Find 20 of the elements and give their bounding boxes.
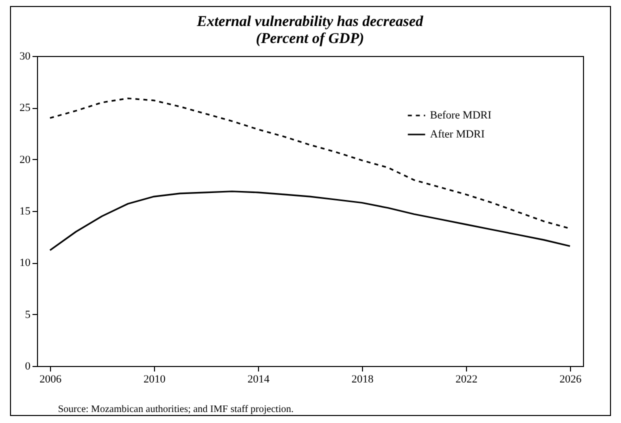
- x-tick-label: 2026: [560, 374, 582, 386]
- y-tick-label: 15: [20, 206, 31, 218]
- y-tick-label: 0: [25, 360, 31, 372]
- y-tick-label: 25: [20, 102, 31, 114]
- x-tick-label: 2014: [248, 374, 270, 386]
- x-tick-label: 2006: [40, 374, 62, 386]
- y-tick-label: 20: [20, 154, 31, 166]
- y-tick-label: 5: [25, 308, 31, 321]
- y-tick-label: 10: [20, 257, 31, 270]
- source-note: Source: Mozambican authorities; and IMF staff projection.: [58, 404, 294, 415]
- x-tick-label: 2010: [144, 374, 166, 386]
- x-tick-label: 2018: [352, 374, 374, 386]
- line-series: [49, 98, 571, 230]
- y-tick-label: 30: [20, 50, 31, 62]
- legend-label: After MDRI: [430, 128, 486, 140]
- legend-label: Before MDRI: [430, 110, 492, 122]
- text: External vulnerability has decreased: [196, 14, 424, 30]
- text: (Percent of GDP): [256, 31, 364, 47]
- x-tick-label: 2022: [456, 374, 478, 386]
- line-series: [49, 190, 571, 252]
